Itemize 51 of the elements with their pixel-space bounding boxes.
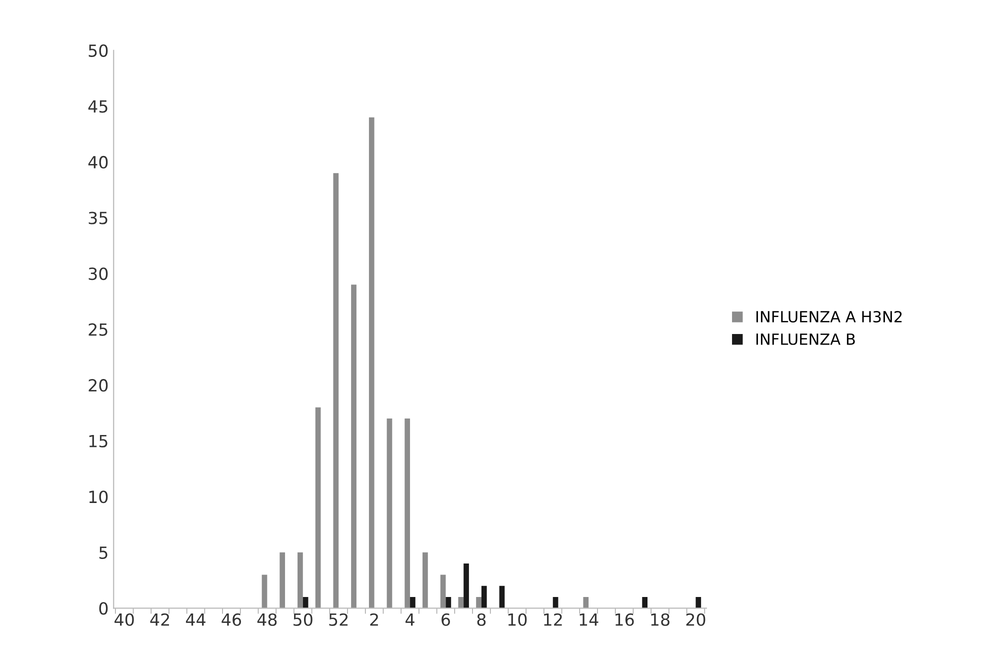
x-tick-label: 52 [329, 613, 348, 626]
x-tick-label: 44 [186, 614, 206, 626]
bar [298, 552, 303, 608]
x-tick-label: 18 [651, 613, 670, 626]
y-tick-label: 35 [88, 212, 108, 224]
bar [368, 117, 374, 608]
y-tick-label: 10 [89, 490, 108, 504]
x-tick-label: 14 [580, 614, 598, 626]
x-tick-label: 8 [477, 613, 486, 626]
legend-label: INFLUENZA A H3N2 [756, 310, 902, 322]
x-tick-label: 12 [544, 613, 562, 626]
x-tick-label: 6 [442, 613, 450, 626]
bar [696, 597, 702, 608]
y-tick-label: 40 [88, 156, 108, 169]
x-tick-label: 50 [294, 613, 312, 626]
bar [440, 574, 446, 608]
bar [386, 418, 392, 608]
y-tick-label: 20 [88, 379, 108, 392]
y-tick-label: 50 [88, 44, 108, 57]
x-tick-label: 4 [406, 614, 414, 626]
y-tick-label: 45 [88, 100, 108, 113]
bar [262, 574, 268, 608]
bar [499, 586, 505, 608]
x-tick-label: 10 [508, 613, 527, 626]
x-tick-label: 40 [114, 613, 134, 626]
y-tick-label: 30 [88, 267, 108, 280]
bar [333, 173, 339, 608]
x-tick-label: 16 [616, 613, 634, 626]
x-tick-label: 2 [370, 613, 378, 626]
y-tick-label: 0 [99, 602, 108, 615]
bar [351, 284, 356, 608]
bar [404, 418, 410, 608]
bar [315, 407, 321, 608]
bar [642, 597, 648, 608]
bar [464, 564, 469, 608]
y-tick-label: 25 [88, 323, 108, 336]
bar [476, 597, 482, 608]
bar [446, 597, 452, 608]
y-tick-label: 5 [99, 546, 108, 559]
x-tick-label: 42 [150, 613, 169, 626]
legend-label: INFLUENZA B [756, 334, 855, 345]
bar [458, 597, 464, 608]
x-tick-label: 46 [222, 613, 242, 626]
x-tick-label: 20 [686, 613, 706, 626]
bar [410, 597, 416, 608]
y-tick-label: 15 [89, 435, 108, 448]
bar [422, 552, 428, 608]
bar [481, 586, 487, 608]
bar [583, 597, 589, 608]
x-tick-label: 48 [257, 613, 277, 626]
bar [280, 552, 286, 608]
